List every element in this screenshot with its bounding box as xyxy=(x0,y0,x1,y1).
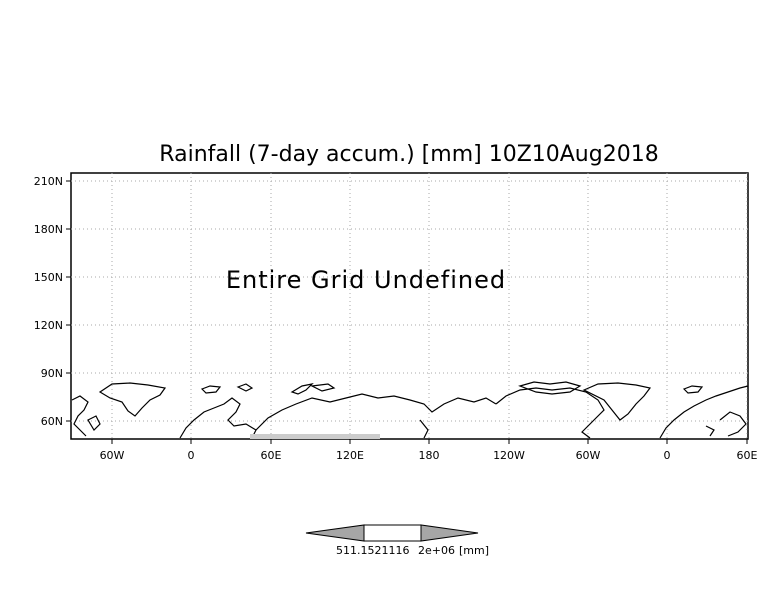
lon-tick-label: 0 xyxy=(188,449,195,462)
lon-tick-label: 120E xyxy=(336,449,364,462)
lon-tick-label: 120W xyxy=(493,449,525,462)
greenland-left xyxy=(98,382,167,417)
map-title: Rainfall (7-day accum.) [mm] 10Z10Aug201… xyxy=(159,142,658,167)
plot-frame xyxy=(70,172,749,440)
coastlines xyxy=(71,381,749,439)
lon-tick-label: 60E xyxy=(261,449,282,462)
europe-right xyxy=(659,385,749,439)
lon-tick-label: 0 xyxy=(664,449,671,462)
lat-tick-label: 210N xyxy=(34,175,63,188)
severnaya-zemlya xyxy=(309,383,336,392)
colorbar-exponent-label: 2e+06 xyxy=(418,544,455,557)
colorbar-right-triangle xyxy=(420,524,479,542)
longitude-axis: 60W 0 60E 120E 180 120W 60W 0 60E xyxy=(100,439,758,462)
lat-tick-label: 180N xyxy=(34,223,63,236)
lat-tick-label: 120N xyxy=(34,319,63,332)
gridlines xyxy=(71,173,748,439)
plot-area: Entire Grid Undefined xyxy=(70,172,749,440)
lat-tick-label: 60N xyxy=(41,415,63,428)
svalbard-left xyxy=(236,383,254,392)
undefined-message: Entire Grid Undefined xyxy=(226,266,506,294)
lon-tick-label: 60W xyxy=(576,449,601,462)
lat-tick-label: 150N xyxy=(34,271,63,284)
greenland-right xyxy=(582,382,652,421)
north-america xyxy=(495,387,605,439)
colorbar-center xyxy=(363,524,422,542)
europe-left xyxy=(179,397,257,439)
lon-tick-label: 180 xyxy=(419,449,440,462)
lon-tick-label: 60E xyxy=(737,449,758,462)
kamchatka xyxy=(419,419,429,439)
islands-left xyxy=(71,395,101,437)
novaya-zemlya xyxy=(290,383,314,395)
latitude-axis: 210N 180N 150N 120N 90N 60N xyxy=(34,175,71,428)
canadian-archipelago xyxy=(518,381,582,395)
colorbar-unit-label: [mm] xyxy=(459,544,489,557)
siberia-coast xyxy=(255,393,497,431)
colorbar: 511.1521116 2e+06 [mm] xyxy=(305,524,489,557)
shaded-strip xyxy=(250,434,380,439)
colorbar-value-label: 511.1521116 xyxy=(336,544,409,557)
iceland-right xyxy=(682,385,704,394)
islands-right xyxy=(705,411,747,437)
lon-tick-label: 60W xyxy=(100,449,125,462)
lat-tick-label: 90N xyxy=(41,367,63,380)
colorbar-left-triangle xyxy=(305,524,365,542)
iceland-left xyxy=(200,385,222,394)
